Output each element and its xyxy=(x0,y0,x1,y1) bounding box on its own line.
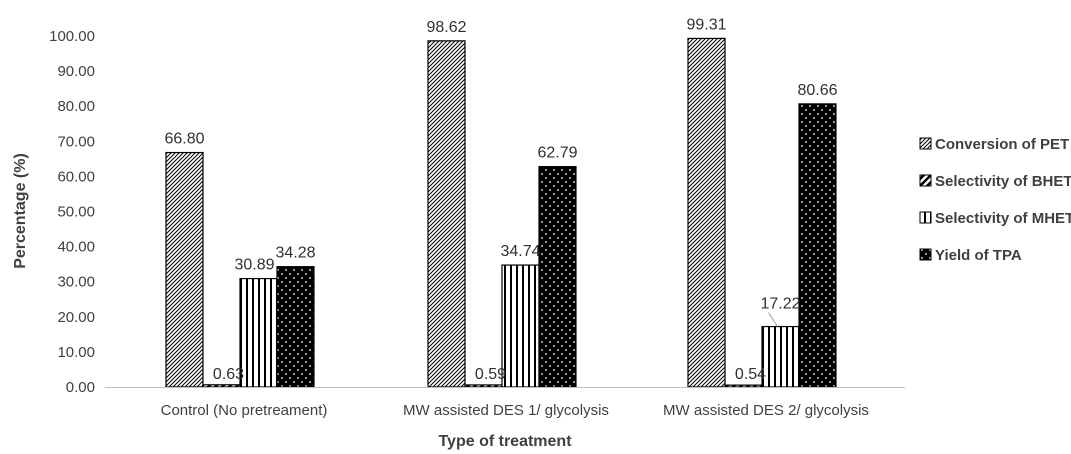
bar xyxy=(464,384,503,388)
bar xyxy=(761,325,800,388)
y-tick-label: 30.00 xyxy=(57,274,95,291)
bar xyxy=(538,166,577,388)
y-axis-ticks: 0.00 10.00 20.00 30.00 40.00 50.00 60.00 70.00 8… xyxy=(49,28,95,396)
bar xyxy=(165,151,204,388)
y-tick-label: 100.00 xyxy=(49,28,95,45)
y-tick-label: 70.00 xyxy=(57,133,95,150)
data-label: 34.74 xyxy=(500,243,540,260)
bar xyxy=(724,384,763,388)
x-axis-title: Type of treatment xyxy=(438,433,572,450)
x-tick-label: MW assisted DES 1/ glycolysis xyxy=(403,402,609,419)
y-tick-label: 0.00 xyxy=(66,379,95,396)
bar xyxy=(687,37,726,388)
bar xyxy=(798,103,837,388)
legend-swatch xyxy=(919,248,932,261)
data-label: 62.79 xyxy=(537,145,577,162)
bar xyxy=(239,277,278,388)
legend-label: Selectivity of MHET xyxy=(935,210,1071,227)
data-label: 0.59 xyxy=(475,366,506,383)
leader-line xyxy=(768,312,778,327)
legend-swatch xyxy=(919,211,932,224)
bars xyxy=(165,37,837,388)
x-tick-label: Control (No pretreament) xyxy=(161,402,328,419)
y-axis-title: Percentage (%) xyxy=(12,153,29,269)
data-label: 80.66 xyxy=(797,82,837,99)
bar xyxy=(501,264,540,388)
legend-label: Yield of TPA xyxy=(935,247,1022,264)
data-label: 99.31 xyxy=(686,16,726,33)
data-label: 98.62 xyxy=(426,19,466,36)
data-label: 30.89 xyxy=(234,257,274,274)
bar xyxy=(427,40,466,388)
x-tick-label: MW assisted DES 2/ glycolysis xyxy=(663,402,869,419)
y-tick-label: 50.00 xyxy=(57,204,95,221)
y-tick-label: 40.00 xyxy=(57,239,95,256)
bar xyxy=(276,266,315,388)
y-tick-label: 60.00 xyxy=(57,168,95,185)
data-label: 66.80 xyxy=(164,131,204,148)
y-tick-label: 20.00 xyxy=(57,309,95,326)
legend-swatch xyxy=(919,174,932,187)
data-label: 0.63 xyxy=(213,366,244,383)
bar xyxy=(202,384,241,388)
y-tick-label: 10.00 xyxy=(57,344,95,361)
data-label: 17.22 xyxy=(760,296,800,313)
legend-swatch xyxy=(919,137,932,150)
legend-label: Selectivity of BHET xyxy=(935,173,1071,190)
legend: Conversion of PET Selectivity of BHET Sele… xyxy=(919,136,1071,264)
y-tick-label: 80.00 xyxy=(57,98,95,115)
data-label: 34.28 xyxy=(275,245,315,262)
legend-label: Conversion of PET xyxy=(935,136,1069,153)
x-axis-ticks: Control (No pretreament) MW assisted DES … xyxy=(161,402,869,419)
data-label: 0.54 xyxy=(735,366,766,383)
y-tick-label: 90.00 xyxy=(57,63,95,80)
